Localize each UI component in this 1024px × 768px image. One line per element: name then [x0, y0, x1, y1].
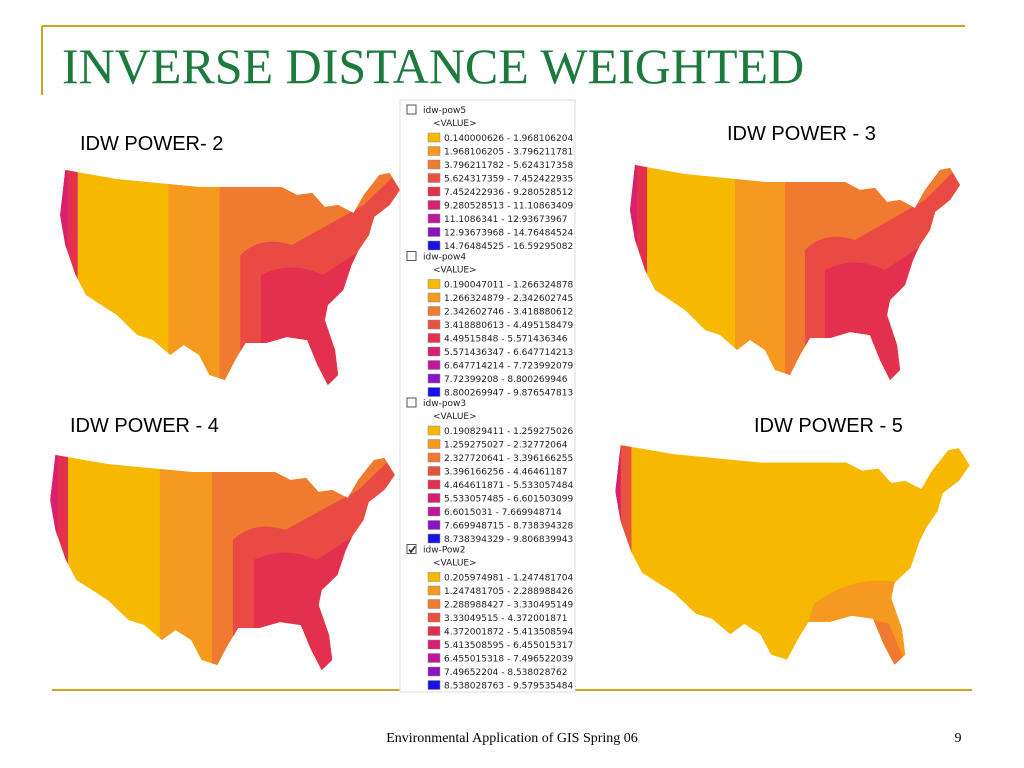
class-range: 3.418880613 - 4.495158479: [444, 321, 573, 331]
class-range: 2.327720641 - 3.396166255: [444, 454, 573, 464]
swatch: [427, 132, 441, 143]
checkmark: [408, 546, 416, 554]
class-range: 0.140000626 - 1.968106204: [444, 134, 573, 144]
swatch: [427, 146, 441, 156]
map: [55, 165, 405, 395]
class-range: 4.372001872 - 5.413508594: [444, 628, 573, 638]
class-range: 1.259275027 - 2.32772064: [444, 441, 568, 451]
swatch: [427, 599, 441, 609]
class-range: 8.738394329 - 9.806839943: [444, 535, 573, 545]
swatch: [427, 292, 441, 303]
class-range: 14.76484525 - 16.59295082: [444, 242, 573, 252]
swatch: [427, 360, 441, 370]
layer-name: idw-pow4: [423, 253, 466, 263]
swatch: [427, 306, 441, 316]
swatch: [427, 666, 441, 677]
swatch: [427, 520, 441, 530]
class-range: 11.1086341 - 12.93673967: [444, 215, 568, 225]
swatch: [427, 279, 441, 289]
field-name: <VALUE>: [433, 412, 477, 422]
class-range: 7.72399208 - 8.800269946: [444, 375, 568, 385]
footer: Environmental Application of GIS Spring …: [386, 731, 638, 746]
swatch: [427, 439, 441, 449]
checkbox: [406, 544, 417, 554]
class-range: 3.396166256 - 4.46461187: [444, 468, 568, 478]
swatch: [427, 425, 441, 436]
swatch: [427, 173, 441, 183]
map-label: IDW POWER - 4: [70, 415, 219, 437]
class-range: 4.464611871 - 5.533057484: [444, 481, 573, 491]
class-range: 12.93673968 - 14.76484524: [444, 229, 573, 239]
swatch: [427, 680, 441, 690]
swatch: [427, 506, 441, 517]
swatch: [427, 639, 441, 650]
class-range: 3.796211782 - 5.624317358: [444, 161, 573, 171]
swatch: [427, 466, 441, 476]
map-label: IDW POWER- 2: [80, 133, 223, 155]
layer-name: idw-Pow2: [423, 546, 466, 556]
legend: idw-pow5 <VALUE> 0.140000626 - 1.968106204…: [406, 104, 573, 692]
class-range: 2.288988427 - 3.330495149: [444, 601, 573, 611]
map: [625, 160, 965, 390]
class-range: 0.205974981 - 1.247481704: [444, 574, 573, 584]
field-name: <VALUE>: [433, 559, 477, 569]
class-range: 0.190047011 - 1.266324878: [444, 281, 573, 291]
swatch: [427, 533, 441, 544]
class-range: 7.452422936 - 9.280528512: [444, 188, 573, 198]
swatch: [427, 240, 441, 251]
class-range: 5.533057485 - 6.601503099: [444, 495, 573, 505]
checkbox: [406, 397, 417, 408]
swatch: [427, 213, 441, 224]
swatch: [427, 333, 441, 343]
class-range: 5.571436347 - 6.647714213: [444, 348, 573, 358]
class-range: 8.538028763 - 9.579535484: [444, 682, 573, 692]
field-name: <VALUE>: [433, 119, 477, 129]
map: [45, 450, 400, 680]
class-range: 7.49652204 - 8.538028762: [444, 668, 568, 678]
swatch: [427, 227, 441, 237]
swatch: [427, 319, 441, 330]
class-range: 4.49515848 - 5.571436346: [444, 335, 568, 345]
swatch: [427, 612, 441, 623]
class-range: 0.190829411 - 1.259275026: [444, 427, 573, 437]
class-range: 6.647714214 - 7.723992079: [444, 362, 573, 372]
swatch: [427, 373, 441, 384]
map-label: IDW POWER - 3: [727, 123, 876, 145]
class-range: 2.342602746 - 3.418880612: [444, 308, 573, 318]
map-label: IDW POWER - 5: [754, 415, 903, 437]
swatch: [427, 493, 441, 503]
class-range: 5.624317359 - 7.452422935: [444, 175, 573, 185]
class-range: 5.413508595 - 6.455015317: [444, 641, 573, 651]
page-number: 9: [955, 731, 962, 746]
checkbox: [406, 251, 417, 261]
swatch: [427, 452, 441, 463]
checkbox: [406, 104, 417, 115]
slide-title: INVERSE DISTANCE WEIGHTED: [62, 38, 804, 94]
swatch: [427, 200, 441, 210]
layer-name: idw-pow5: [423, 106, 466, 116]
class-range: 1.968106205 - 3.796211781: [444, 148, 573, 158]
swatch: [427, 572, 441, 582]
class-range: 3.33049515 - 4.372001871: [444, 614, 568, 624]
swatch: [427, 585, 441, 596]
swatch: [427, 479, 441, 490]
class-range: 8.800269947 - 9.876547813: [444, 389, 573, 399]
field-name: <VALUE>: [433, 266, 477, 276]
swatch: [427, 346, 441, 357]
swatch: [427, 653, 441, 663]
class-range: 7.669948715 - 8.738394328: [444, 522, 573, 532]
swatch: [427, 387, 441, 397]
class-range: 1.266324879 - 2.342602745: [444, 294, 573, 304]
class-range: 1.247481705 - 2.288988426: [444, 587, 573, 597]
class-range: 9.280528513 - 11.10863409: [444, 202, 573, 212]
swatch: [427, 186, 441, 197]
swatch: [427, 626, 441, 636]
layer-name: idw-pow3: [423, 399, 466, 409]
map: [610, 440, 975, 675]
swatch: [427, 159, 441, 170]
class-range: 6.6015031 - 7.669948714: [444, 508, 562, 518]
class-range: 6.455015318 - 7.496522039: [444, 655, 573, 665]
